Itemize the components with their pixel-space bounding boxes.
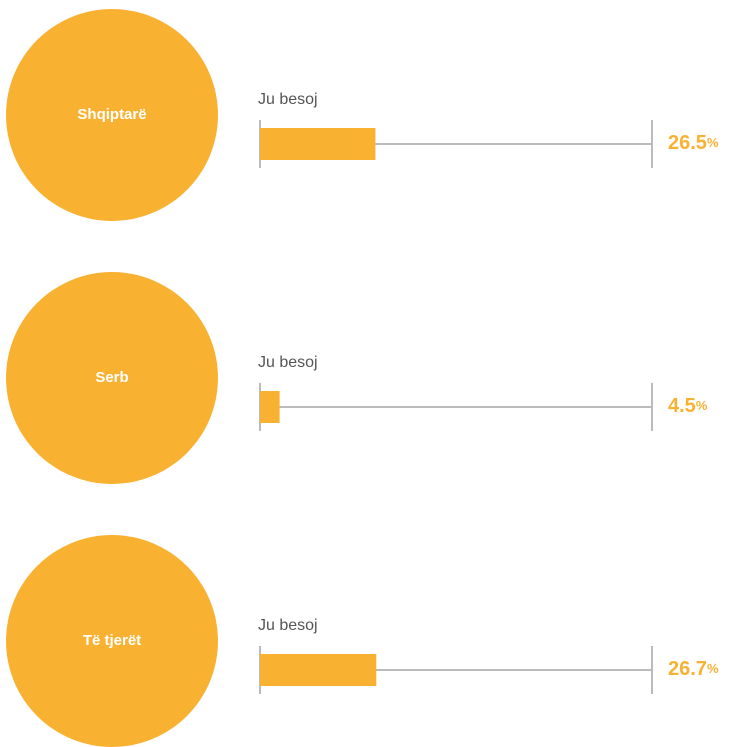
bar-label: Ju besoj bbox=[258, 617, 318, 634]
category-circle bbox=[6, 535, 218, 747]
bar bbox=[260, 654, 377, 686]
value-number: 26.7 bbox=[668, 658, 707, 680]
value-label: 4.5% bbox=[668, 395, 708, 417]
value-unit: % bbox=[707, 135, 719, 150]
bar bbox=[260, 128, 376, 160]
bar-label: Ju besoj bbox=[258, 354, 318, 371]
value-label: 26.7% bbox=[668, 658, 719, 680]
category-label: Shqiptarë bbox=[77, 106, 146, 123]
category-label: Të tjerët bbox=[83, 632, 141, 649]
bar-label: Ju besoj bbox=[258, 91, 318, 108]
value-unit: % bbox=[696, 398, 708, 413]
value-number: 26.5 bbox=[668, 132, 707, 154]
value-label: 26.5% bbox=[668, 132, 719, 154]
category-label: Serb bbox=[95, 369, 128, 386]
value-number: 4.5 bbox=[668, 395, 696, 417]
bar bbox=[260, 391, 280, 423]
category-circle bbox=[6, 9, 218, 221]
category-circle bbox=[6, 272, 218, 484]
value-unit: % bbox=[707, 661, 719, 676]
